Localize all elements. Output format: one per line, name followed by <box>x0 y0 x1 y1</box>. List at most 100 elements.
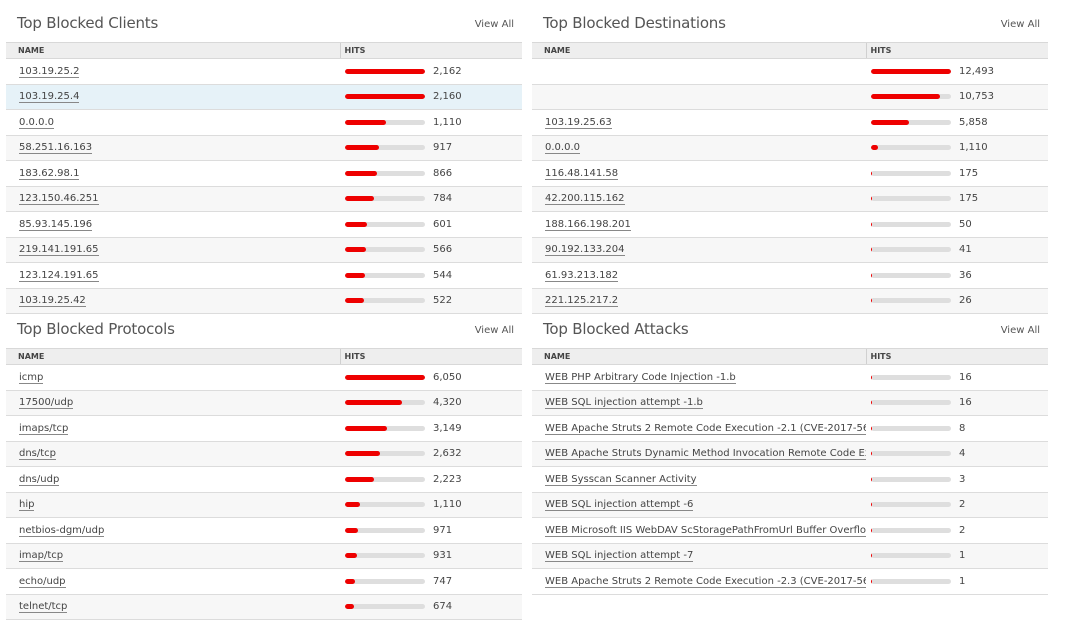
table-row[interactable]: 0.0.0.0 1,110 <box>532 135 1048 161</box>
view-all-link[interactable]: View All <box>474 325 514 336</box>
row-name-link[interactable]: imap/tcp <box>19 550 64 563</box>
row-name-link[interactable]: 123.150.46.251 <box>19 193 99 206</box>
table-row[interactable]: imaps/tcp 3,149 <box>6 416 522 441</box>
row-name-link[interactable]: 103.19.25.2 <box>19 65 80 78</box>
table-row[interactable]: 10,753 <box>532 84 1048 110</box>
row-name-link[interactable]: dns/udp <box>19 473 60 486</box>
row-name-link[interactable]: icmp <box>19 371 44 384</box>
row-name-link[interactable]: WEB SQL injection attempt -6 <box>545 499 694 512</box>
table-row[interactable]: 61.93.213.182 36 <box>532 263 1048 288</box>
table-row[interactable]: WEB Microsoft IIS WebDAV ScStoragePathFr… <box>532 518 1048 543</box>
row-name-link[interactable]: 85.93.145.196 <box>19 218 93 231</box>
row-name-link[interactable]: 42.200.115.162 <box>545 193 625 206</box>
row-name-link[interactable]: WEB SQL injection attempt -1.b <box>545 397 703 410</box>
row-name-link[interactable]: netbios-dgm/udp <box>19 524 105 537</box>
hits-bar <box>871 451 951 457</box>
table-row[interactable]: 123.150.46.251 784 <box>6 186 522 212</box>
column-header-name[interactable]: NAME <box>532 42 866 59</box>
column-header-hits[interactable]: HITS <box>865 42 1048 59</box>
table-row[interactable]: WEB PHP Arbitrary Code Injection -1.b 16 <box>532 365 1048 390</box>
table-row[interactable]: WEB SQL injection attempt -7 1 <box>532 543 1048 569</box>
table-row[interactable]: 12,493 <box>532 59 1048 84</box>
table-row[interactable]: 103.19.25.2 2,162 <box>6 59 522 84</box>
table-row[interactable]: 188.166.198.201 50 <box>532 212 1048 237</box>
table-row[interactable]: dns/tcp 2,632 <box>6 441 522 467</box>
row-name-link[interactable]: 116.48.141.58 <box>545 167 619 180</box>
table-row[interactable]: WEB Apache Struts 2 Remote Code Executio… <box>532 569 1048 594</box>
hits-count: 2,223 <box>433 473 462 485</box>
row-name-link[interactable]: 103.19.25.63 <box>545 116 612 129</box>
table-row[interactable]: 0.0.0.0 1,110 <box>6 110 522 135</box>
row-name-link[interactable]: WEB Microsoft IIS WebDAV ScStoragePathFr… <box>545 524 866 537</box>
row-name-link[interactable]: echo/udp <box>19 575 66 588</box>
row-name-cell: 123.124.191.65 <box>6 263 340 289</box>
hits-bar <box>871 578 951 584</box>
hits-count: 175 <box>959 193 979 205</box>
table-row[interactable]: 85.93.145.196 601 <box>6 212 522 237</box>
row-name-link[interactable]: hip <box>19 499 35 512</box>
table-row[interactable]: 90.192.133.204 41 <box>532 237 1048 263</box>
table-row[interactable]: 221.125.217.2 26 <box>532 288 1048 314</box>
table-row[interactable]: 183.62.98.1 866 <box>6 161 522 187</box>
row-name-link[interactable]: 219.141.191.65 <box>19 244 99 257</box>
table-row[interactable]: 17500/udp 4,320 <box>6 390 522 416</box>
table-row[interactable]: WEB Sysscan Scanner Activity 3 <box>532 467 1048 492</box>
row-name-link[interactable]: dns/tcp <box>19 448 57 461</box>
row-name-link[interactable]: imaps/tcp <box>19 422 69 435</box>
row-name-link[interactable]: WEB Apache Struts 2 Remote Code Executio… <box>545 575 866 588</box>
table-row[interactable]: 116.48.141.58 175 <box>532 161 1048 186</box>
column-header-hits[interactable]: HITS <box>339 42 522 59</box>
row-name-link[interactable]: 188.166.198.201 <box>545 218 631 231</box>
view-all-link[interactable]: View All <box>1000 19 1040 30</box>
row-name-link[interactable]: 0.0.0.0 <box>545 142 580 155</box>
table-row[interactable]: WEB SQL injection attempt -6 2 <box>532 492 1048 518</box>
row-name-link[interactable]: 61.93.213.182 <box>545 269 619 282</box>
row-name-link[interactable]: 103.19.25.42 <box>19 295 86 308</box>
view-all-link[interactable]: View All <box>1000 325 1040 336</box>
table-row[interactable]: 58.251.16.163 917 <box>6 135 522 161</box>
table-row[interactable]: imap/tcp 931 <box>6 543 522 569</box>
row-name-link[interactable]: 183.62.98.1 <box>19 167 80 180</box>
row-hits-cell: 1,110 <box>340 492 522 518</box>
row-name-link[interactable]: 103.19.25.4 <box>19 91 80 104</box>
row-name-link[interactable]: telnet/tcp <box>19 601 68 614</box>
row-name-cell: WEB SQL injection attempt -1.b <box>532 390 866 416</box>
hits-bar <box>345 94 425 100</box>
column-header-hits[interactable]: HITS <box>339 348 522 365</box>
row-name-link[interactable]: WEB Sysscan Scanner Activity <box>545 473 697 486</box>
column-header-name[interactable]: NAME <box>6 42 340 59</box>
table-row[interactable]: dns/udp 2,223 <box>6 467 522 492</box>
table-row[interactable]: hip 1,110 <box>6 492 522 518</box>
row-name-cell: telnet/tcp <box>6 594 340 620</box>
table-row[interactable]: WEB SQL injection attempt -1.b 16 <box>532 390 1048 416</box>
row-name-link[interactable]: 0.0.0.0 <box>19 116 54 129</box>
table-row[interactable]: netbios-dgm/udp 971 <box>6 518 522 543</box>
row-name-link[interactable]: 58.251.16.163 <box>19 142 93 155</box>
row-name-link[interactable]: 123.124.191.65 <box>19 269 99 282</box>
table-row[interactable]: echo/udp 747 <box>6 569 522 594</box>
table-row[interactable]: 123.124.191.65 544 <box>6 263 522 289</box>
row-name-link[interactable]: 221.125.217.2 <box>545 295 619 308</box>
table-row[interactable]: WEB Apache Struts 2 Remote Code Executio… <box>532 416 1048 441</box>
table-row[interactable]: icmp 6,050 <box>6 365 522 390</box>
row-name-link[interactable]: 90.192.133.204 <box>545 244 625 257</box>
row-name-link[interactable]: 17500/udp <box>19 397 74 410</box>
row-name-link[interactable]: WEB Apache Struts Dynamic Method Invocat… <box>545 448 866 461</box>
hits-bar <box>871 527 951 533</box>
table-row[interactable]: 103.19.25.42 522 <box>6 288 522 314</box>
row-name-link[interactable]: WEB Apache Struts 2 Remote Code Executio… <box>545 422 866 435</box>
row-name-link[interactable]: WEB PHP Arbitrary Code Injection -1.b <box>545 371 736 384</box>
view-all-link[interactable]: View All <box>474 19 514 30</box>
row-name-link[interactable]: WEB SQL injection attempt -7 <box>545 550 694 563</box>
table-row[interactable]: WEB Apache Struts Dynamic Method Invocat… <box>532 441 1048 467</box>
table-row[interactable]: 103.19.25.4 2,160 <box>6 84 522 110</box>
column-header-name[interactable]: NAME <box>532 348 866 365</box>
table-row[interactable]: 42.200.115.162 175 <box>532 186 1048 212</box>
row-name-cell: 219.141.191.65 <box>6 237 340 263</box>
table-row[interactable]: telnet/tcp 674 <box>6 594 522 620</box>
column-header-hits[interactable]: HITS <box>865 348 1048 365</box>
column-header-name[interactable]: NAME <box>6 348 340 365</box>
table-row[interactable]: 219.141.191.65 566 <box>6 237 522 263</box>
row-name-cell: 183.62.98.1 <box>6 161 340 187</box>
table-row[interactable]: 103.19.25.63 5,858 <box>532 110 1048 135</box>
